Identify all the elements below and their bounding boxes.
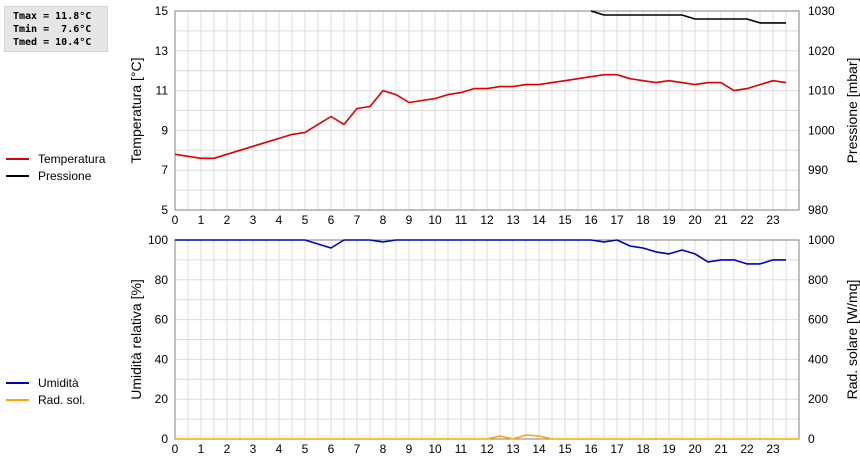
- x-tick-label: 5: [302, 213, 309, 227]
- stat-tmin: Tmin = 7.6°C: [13, 24, 92, 35]
- series-line-umidit: [175, 239, 786, 265]
- x-tick-label: 1: [198, 442, 205, 456]
- x-tick-label: 11: [455, 442, 468, 456]
- x-tick-label: 7: [354, 442, 361, 456]
- x-tick-label: 2: [224, 442, 231, 456]
- x-tick-label: 22: [740, 442, 754, 456]
- x-tick-label: 15: [558, 213, 572, 227]
- x-tick-label: 18: [636, 213, 650, 227]
- x-tick-label: 21: [714, 442, 728, 456]
- x-tick-label: 7: [354, 213, 361, 227]
- x-tick-label: 1: [198, 213, 205, 227]
- y-axis-title: Temperatura [°C]: [128, 58, 144, 164]
- x-tick-label: 20: [688, 442, 702, 456]
- x-tick-label: 19: [662, 213, 676, 227]
- y-tick-label: 100: [148, 233, 168, 247]
- y-tick-label: 0: [161, 432, 168, 446]
- x-tick-label: 4: [276, 213, 283, 227]
- x-tick-label: 2: [224, 213, 231, 227]
- x-tick-label: 13: [506, 213, 520, 227]
- y2-tick-label: 1000: [808, 233, 835, 247]
- x-tick-label: 17: [610, 213, 624, 227]
- y-tick-label: 11: [156, 84, 169, 98]
- x-tick-label: 16: [584, 213, 598, 227]
- y-tick-label: 5: [161, 203, 168, 217]
- x-tick-label: 6: [328, 442, 335, 456]
- y-tick-label: 13: [155, 44, 169, 58]
- x-tick-label: 15: [558, 442, 572, 456]
- x-tick-label: 0: [172, 442, 179, 456]
- stat-tmax: Tmax = 11.8°C: [13, 11, 92, 22]
- y2-tick-label: 990: [808, 163, 828, 177]
- x-tick-label: 13: [506, 442, 520, 456]
- stat-tmed: Tmed = 10.4°C: [13, 37, 92, 48]
- y-tick-label: 7: [161, 163, 168, 177]
- x-tick-label: 3: [250, 442, 257, 456]
- y2-tick-label: 1020: [808, 44, 835, 58]
- x-tick-label: 5: [302, 442, 309, 456]
- legend-label: Umidità: [38, 376, 79, 390]
- x-tick-label: 17: [610, 442, 624, 456]
- y2-tick-label: 600: [808, 313, 828, 327]
- legend-label: Temperatura: [38, 152, 106, 166]
- y2-axis-title: Pressione [mbar]: [844, 58, 860, 164]
- y2-tick-label: 0: [808, 432, 815, 446]
- series-line-temperatura: [174, 73, 787, 160]
- y2-axis-title: Rad. solare [W/mq]: [844, 280, 860, 400]
- plot-frame-0: [174, 10, 800, 211]
- series-line-pressione: [590, 10, 786, 24]
- x-tick-label: 10: [428, 442, 442, 456]
- y2-tick-label: 200: [808, 392, 828, 406]
- x-tick-label: 8: [380, 213, 387, 227]
- x-tick-label: 18: [636, 442, 650, 456]
- y-tick-label: 20: [155, 392, 169, 406]
- y-tick-label: 80: [155, 273, 169, 287]
- x-tick-label: 4: [276, 442, 283, 456]
- y-tick-label: 9: [161, 123, 168, 137]
- x-tick-label: 14: [532, 442, 546, 456]
- y2-tick-label: 980: [808, 203, 828, 217]
- x-tick-label: 6: [328, 213, 335, 227]
- x-tick-label: 23: [766, 442, 780, 456]
- legend-label: Pressione: [38, 169, 92, 183]
- y2-tick-label: 800: [808, 273, 828, 287]
- x-tick-label: 11: [455, 213, 468, 227]
- x-tick-label: 16: [584, 442, 598, 456]
- x-tick-label: 12: [480, 442, 494, 456]
- x-tick-label: 14: [532, 213, 546, 227]
- y2-tick-label: 1010: [808, 84, 835, 98]
- y-axis-title: Umidità relativa [%]: [128, 279, 144, 400]
- stats-box: Tmax = 11.8°C Tmin = 7.6°C Tmed = 10.4°C: [4, 6, 108, 52]
- x-tick-label: 3: [250, 213, 257, 227]
- x-tick-label: 20: [688, 213, 702, 227]
- y-tick-label: 15: [155, 4, 169, 18]
- x-tick-label: 22: [740, 213, 754, 227]
- y2-tick-label: 400: [808, 352, 828, 366]
- x-tick-label: 10: [428, 213, 442, 227]
- series-line-rad-sol: [175, 434, 799, 440]
- x-tick-label: 8: [380, 442, 387, 456]
- y2-tick-label: 1000: [808, 123, 835, 137]
- y-tick-label: 40: [155, 352, 169, 366]
- x-tick-label: 21: [714, 213, 728, 227]
- x-tick-label: 12: [480, 213, 494, 227]
- y-tick-label: 60: [155, 313, 169, 327]
- x-tick-label: 23: [766, 213, 780, 227]
- x-tick-label: 19: [662, 442, 676, 456]
- x-tick-label: 0: [172, 213, 179, 227]
- y2-tick-label: 1030: [808, 4, 835, 18]
- legend-label: Rad. sol.: [38, 393, 85, 407]
- x-tick-label: 9: [406, 213, 413, 227]
- x-tick-label: 9: [406, 442, 413, 456]
